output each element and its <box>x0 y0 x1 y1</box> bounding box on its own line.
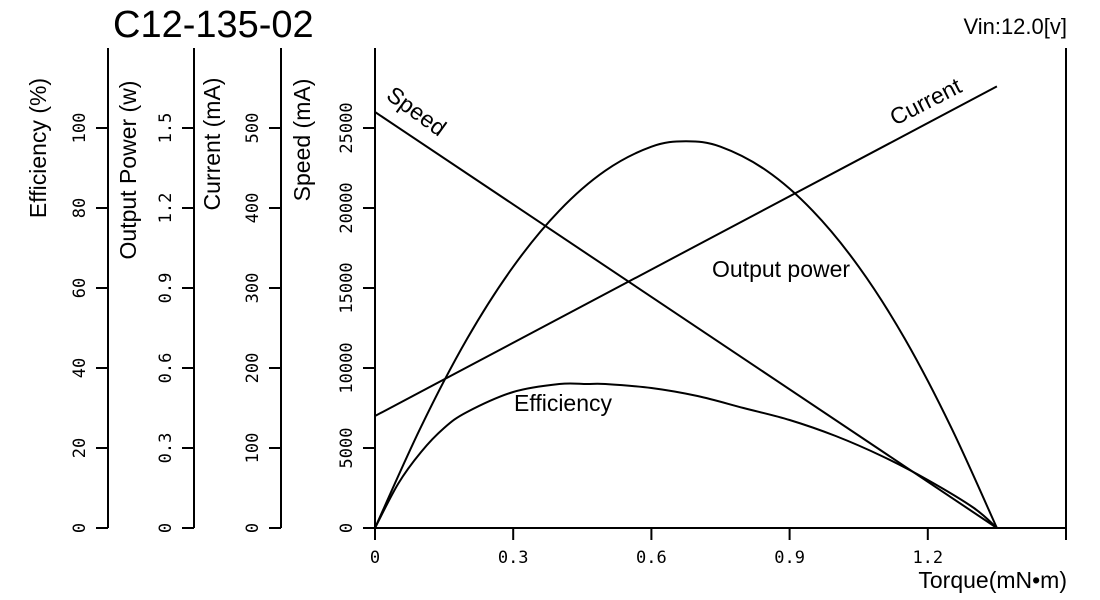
efficiency-tick-label: 0 <box>70 523 90 533</box>
efficiency-axis: 0 20 40 60 80 100 Efficiency (%) <box>25 48 109 533</box>
chart-title: C12-135-02 <box>113 4 314 46</box>
current-tick-label: 400 <box>243 193 263 224</box>
current-tick-label: 100 <box>243 433 263 464</box>
output-power-label: Output power <box>712 256 850 282</box>
power-axis-label: Output Power (w) <box>115 81 141 260</box>
speed-axis-label: Speed (mA) <box>289 79 315 202</box>
x-axis: 0 0.3 0.6 0.9 1.2 <box>370 528 1067 568</box>
speed-axis: 0 5000 10000 15000 20000 25000 Speed (mA) <box>289 79 375 533</box>
power-tick-label: 1.5 <box>156 113 176 144</box>
power-tick-label: 0.6 <box>156 353 176 384</box>
efficiency-tick-label: 60 <box>70 278 90 298</box>
current-label: Current <box>885 72 966 130</box>
speed-tick-label: 10000 <box>337 342 357 393</box>
efficiency-axis-label: Efficiency (%) <box>25 78 51 218</box>
current-tick-label: 200 <box>243 353 263 384</box>
speed-tick-label: 15000 <box>337 262 357 313</box>
plot-frame <box>374 48 1067 529</box>
power-axis: 0 0.3 0.6 0.9 1.2 1.5 Output Power (w) <box>115 48 195 533</box>
power-tick-label: 0.9 <box>156 273 176 304</box>
power-tick-label: 1.2 <box>156 193 176 224</box>
speed-tick-label: 20000 <box>337 182 357 233</box>
efficiency-tick-label: 20 <box>70 438 90 458</box>
efficiency-tick-label: 80 <box>70 198 90 218</box>
power-tick-label: 0.3 <box>156 433 176 464</box>
x-tick-label: 0.3 <box>498 548 529 568</box>
current-tick-label: 0 <box>243 523 263 533</box>
current-line <box>374 85 998 417</box>
current-axis-label: Current (mA) <box>199 78 225 211</box>
efficiency-tick-label: 100 <box>70 113 90 144</box>
x-tick-label: 0.6 <box>636 548 667 568</box>
series-lines <box>374 85 998 529</box>
x-tick-label: 0 <box>370 548 380 568</box>
power-tick-label: 0 <box>156 523 176 533</box>
speed-label: Speed <box>382 81 451 141</box>
y-axes: 0 20 40 60 80 100 Efficiency (%) 0 0.3 0.6 0.9 1.2 1… <box>25 48 375 533</box>
speed-line <box>374 111 998 529</box>
speed-tick-label: 5000 <box>337 428 357 469</box>
speed-tick-label: 25000 <box>337 102 357 153</box>
x-axis-label: Torque(mN•m) <box>918 567 1067 593</box>
current-tick-label: 300 <box>243 273 263 304</box>
output-power-line <box>374 140 998 529</box>
current-tick-label: 500 <box>243 113 263 144</box>
speed-tick-label: 0 <box>337 523 357 533</box>
efficiency-line <box>374 382 998 529</box>
current-axis: 0 100 200 300 400 500 Current (mA) <box>199 48 282 533</box>
x-tick-label: 1.2 <box>912 548 943 568</box>
efficiency-tick-label: 40 <box>70 358 90 378</box>
curve-labels: Speed Current Output power Efficiency <box>382 72 966 416</box>
efficiency-label: Efficiency <box>514 390 613 416</box>
voltage-annotation: Vin:12.0[v] <box>963 14 1067 39</box>
x-tick-label: 0.9 <box>774 548 805 568</box>
